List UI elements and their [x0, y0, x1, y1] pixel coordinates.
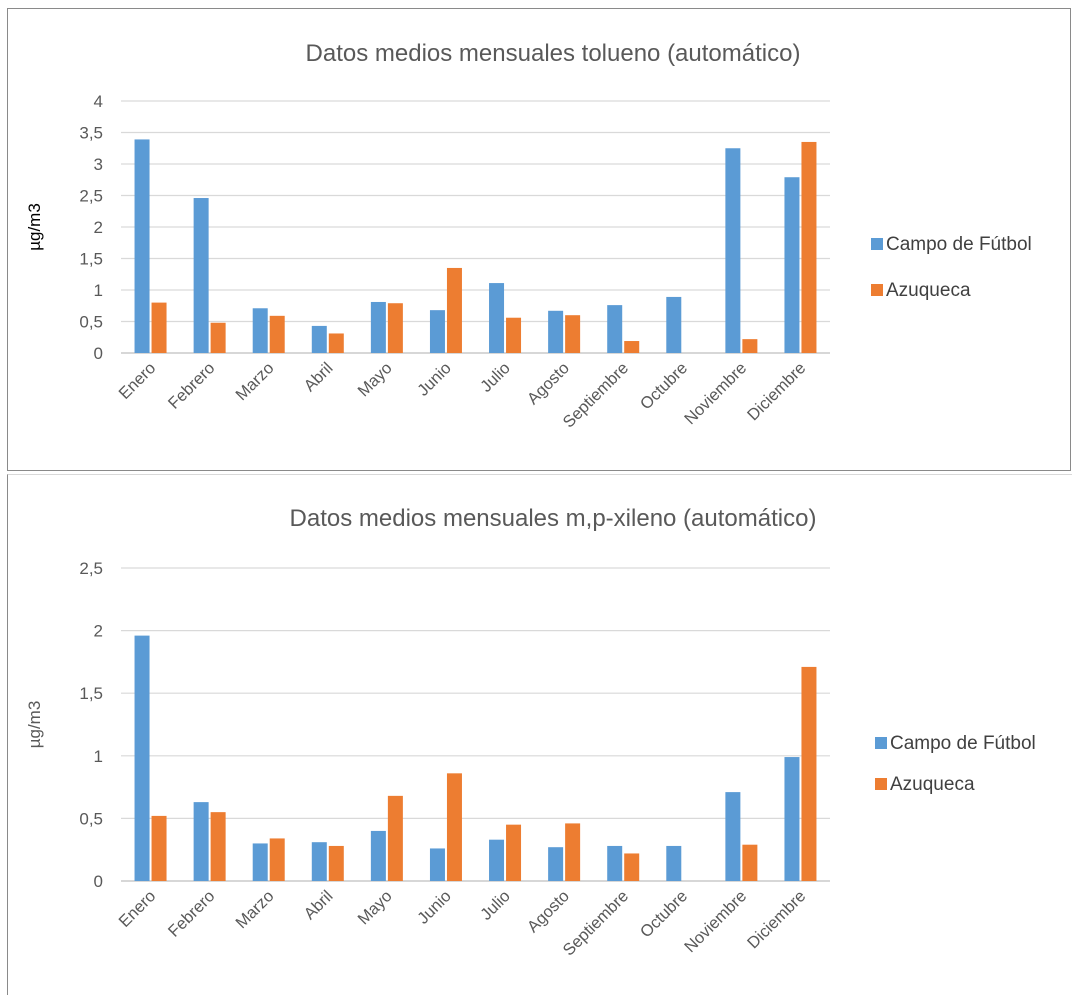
bar-campo-de-futbol [370, 830, 386, 881]
y-axis-title: µg/m3 [25, 203, 44, 251]
x-category-label: Julio [477, 887, 514, 924]
bar-campo-de-futbol [725, 792, 741, 881]
x-category-label: Febrero [165, 887, 219, 941]
bar-campo-de-futbol [252, 843, 268, 881]
y-tick-label: 4 [94, 92, 103, 111]
bar-campo-de-futbol [725, 148, 741, 353]
bar-azuqueca [328, 333, 344, 353]
y-tick-label: 1 [94, 747, 103, 766]
chart-toluene: Datos medios mensuales tolueno (automáti… [7, 8, 1071, 471]
y-tick-label: 3,5 [79, 124, 103, 143]
bar-campo-de-futbol [252, 308, 268, 353]
bar-campo-de-futbol [429, 848, 445, 881]
bar-azuqueca [624, 853, 640, 881]
y-tick-label: 0,5 [79, 809, 103, 828]
bar-azuqueca [210, 322, 226, 353]
bar-azuqueca [269, 315, 285, 353]
y-tick-label: 3 [94, 155, 103, 174]
bar-azuqueca [801, 141, 817, 353]
bar-campo-de-futbol [607, 845, 623, 881]
x-category-label: Noviembre [681, 887, 750, 956]
bar-azuqueca [801, 666, 817, 881]
y-tick-label: 1,5 [79, 250, 103, 269]
bar-campo-de-futbol [193, 198, 209, 353]
x-category-label: Marzo [232, 887, 277, 932]
legend-swatch-azuqueca [871, 284, 883, 296]
y-tick-label: 2,5 [79, 187, 103, 206]
y-tick-label: 0 [94, 872, 103, 891]
x-category-label: Abril [301, 359, 337, 395]
x-category-label: Enero [116, 887, 160, 931]
bar-azuqueca [506, 317, 522, 353]
bar-azuqueca [151, 815, 167, 881]
legend-swatch-campo-de-futbol [875, 737, 887, 749]
legend-swatch-campo-de-futbol [871, 238, 883, 250]
legend-label-azuqueca: Azuqueca [890, 774, 975, 795]
bar-azuqueca [624, 341, 640, 353]
bar-azuqueca [446, 267, 462, 353]
bar-campo-de-futbol [489, 839, 505, 881]
legend-label-campo-de-futbol: Campo de Fútbol [890, 733, 1036, 754]
y-tick-label: 0 [94, 344, 103, 363]
legend-label-campo-de-futbol: Campo de Fútbol [886, 234, 1032, 255]
x-category-label: Junio [414, 887, 455, 928]
bar-campo-de-futbol [548, 847, 564, 881]
bar-campo-de-futbol [666, 845, 682, 881]
bar-azuqueca [506, 824, 522, 881]
x-category-label: Julio [477, 359, 514, 396]
x-category-label: Diciembre [744, 359, 809, 424]
bar-azuqueca [742, 339, 758, 353]
x-category-label: Febrero [165, 359, 219, 413]
x-category-label: Mayo [354, 359, 395, 400]
bar-azuqueca [446, 773, 462, 881]
bar-campo-de-futbol [311, 842, 327, 881]
x-category-label: Noviembre [681, 359, 750, 428]
y-tick-label: 1 [94, 281, 103, 300]
chart-toluene-svg: Datos medios mensuales tolueno (automáti… [25, 40, 1032, 432]
y-tick-label: 2 [94, 218, 103, 237]
legend-swatch-azuqueca [875, 778, 887, 790]
bar-azuqueca [387, 303, 403, 353]
y-tick-label: 1,5 [79, 684, 103, 703]
bar-azuqueca [742, 844, 758, 881]
y-axis-title: µg/m3 [25, 701, 44, 749]
bar-campo-de-futbol [548, 310, 564, 353]
chart-title: Datos medios mensuales tolueno (automáti… [306, 40, 801, 67]
x-category-label: Agosto [524, 887, 573, 936]
bar-campo-de-futbol [193, 802, 209, 881]
bar-campo-de-futbol [134, 139, 150, 353]
chart-title: Datos medios mensuales m,p-xileno (autom… [290, 505, 817, 532]
bar-azuqueca [565, 315, 581, 353]
x-category-label: Abril [301, 887, 337, 923]
bar-campo-de-futbol [370, 301, 386, 353]
bar-azuqueca [210, 812, 226, 881]
bar-azuqueca [565, 823, 581, 881]
legend-label-azuqueca: Azuqueca [886, 280, 971, 301]
bar-azuqueca [387, 795, 403, 881]
bar-campo-de-futbol [784, 757, 800, 881]
x-category-label: Octubre [637, 887, 691, 941]
y-tick-label: 2,5 [79, 559, 103, 578]
bar-campo-de-futbol [134, 635, 150, 881]
x-category-label: Junio [414, 359, 455, 400]
x-category-label: Diciembre [744, 887, 809, 952]
y-tick-label: 2 [94, 622, 103, 641]
x-category-label: Mayo [354, 887, 395, 928]
bar-azuqueca [328, 845, 344, 881]
bar-azuqueca [151, 302, 167, 353]
bar-campo-de-futbol [784, 177, 800, 353]
x-category-label: Octubre [637, 359, 691, 413]
bar-campo-de-futbol [311, 325, 327, 353]
chart-xylene-svg: Datos medios mensuales m,p-xileno (autom… [25, 505, 1036, 960]
y-tick-label: 0,5 [79, 313, 103, 332]
bar-campo-de-futbol [607, 305, 623, 353]
chart-xylene: Datos medios mensuales m,p-xileno (autom… [7, 474, 1072, 995]
bar-campo-de-futbol [429, 310, 445, 353]
x-category-label: Marzo [232, 359, 277, 404]
x-category-label: Agosto [524, 359, 573, 408]
bar-campo-de-futbol [666, 296, 682, 353]
x-category-label: Enero [116, 359, 160, 403]
bar-campo-de-futbol [489, 283, 505, 353]
bar-azuqueca [269, 838, 285, 881]
